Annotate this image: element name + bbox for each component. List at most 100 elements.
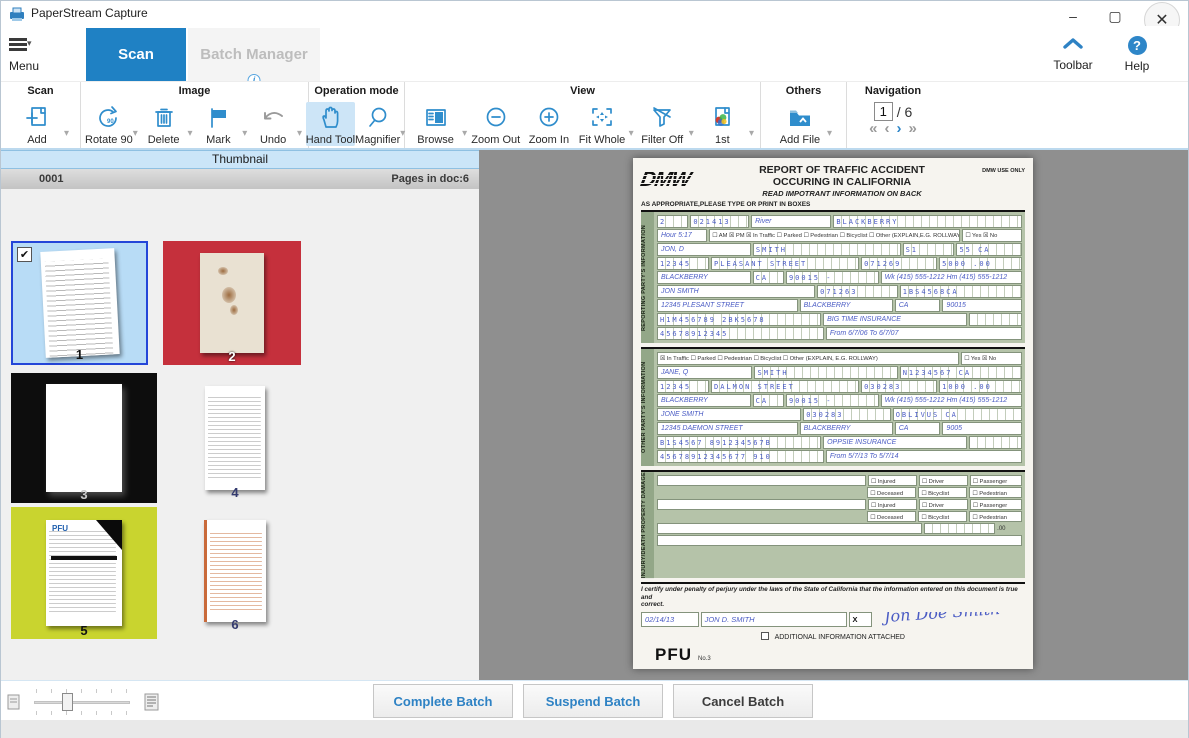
form-cell: Wk (415) 555-1212 Hm (415) 555-1212 [880, 271, 1022, 284]
form-cell: ☐ Driver [918, 475, 968, 486]
tab-batch-manager[interactable]: Batch Manager i [188, 28, 320, 87]
ribbon-group-image: Image 90 Rotate 90 ▾ Delete ▾ [81, 82, 309, 148]
group-label: View [570, 85, 595, 97]
page-number: 1 [75, 347, 84, 362]
form-cell [657, 487, 865, 498]
thumbnail-page-3[interactable]: 3 [11, 373, 157, 503]
small-thumbnail-icon[interactable] [7, 694, 20, 710]
section-side-label: REPORTING PARTY'S INFORMATION [641, 212, 654, 343]
ribbon-group-view: View Browse ▾ Zoom Out [405, 82, 761, 148]
form-cell: ☐ Yes ☒ No [962, 229, 1022, 242]
suspend-batch-button[interactable]: Suspend Batch [523, 684, 663, 718]
form-cell: SMITH [752, 243, 901, 256]
zoom-in-icon [522, 104, 575, 132]
tab-batch-manager-label: Batch Manager [200, 46, 308, 63]
form-cell: ☐ Deceased [867, 511, 917, 522]
next-page-arrow[interactable]: › [896, 120, 902, 137]
filter-off-button[interactable]: Filter Off [636, 102, 689, 146]
fit-whole-dropdown-caret[interactable]: ▾ [628, 127, 634, 139]
document-preview-area[interactable]: DMW REPORT OF TRAFFIC ACCIDENT OCCURING … [479, 150, 1188, 680]
fit-whole-button[interactable]: Fit Whole [575, 102, 628, 146]
zoom-in-button[interactable]: Zoom In [522, 102, 575, 146]
first-page-arrow[interactable]: « [869, 120, 878, 137]
undo-button[interactable]: Undo [249, 102, 297, 146]
form-cell: 12345 [657, 380, 710, 393]
section-side-label: INJURY/DEATH PROPERTY DAMAGE [641, 472, 654, 579]
first-page-button[interactable]: 1st [696, 102, 749, 146]
thumbnail-page-4[interactable]: 4 [187, 375, 283, 501]
zoom-in-label: Zoom In [528, 134, 570, 146]
cancel-batch-button[interactable]: Cancel Batch [673, 684, 813, 718]
magnifier-button[interactable]: Magnifier [355, 102, 400, 146]
form-cell: 12345 PLESANT STREET [657, 299, 798, 312]
zoom-out-label: Zoom Out [471, 134, 521, 146]
form-cell: BLACKBERRY [799, 299, 893, 312]
page-number-input[interactable]: 1 [873, 102, 893, 121]
delete-button[interactable]: Delete [140, 102, 188, 146]
hand-tool-button[interactable]: Hand Tool [305, 102, 356, 146]
form-cell: River [751, 215, 832, 228]
menu-caret-icon: ▾ [27, 38, 32, 48]
slider-thumb[interactable] [62, 693, 73, 711]
scanned-document[interactable]: DMW REPORT OF TRAFFIC ACCIDENT OCCURING … [633, 158, 1033, 669]
first-page-dropdown-caret[interactable]: ▾ [748, 127, 754, 139]
folded-corner [96, 520, 122, 550]
large-thumbnail-icon[interactable] [144, 693, 159, 711]
page-image [200, 253, 264, 353]
tab-scan[interactable]: Scan [86, 28, 186, 81]
menu-button[interactable]: ▾ Menu [9, 38, 59, 73]
checkbox-checked-icon[interactable]: ✔ [17, 247, 32, 262]
browse-button[interactable]: Browse [409, 102, 462, 146]
mark-button[interactable]: Mark [195, 102, 243, 146]
form-cell: ☒ In Traffic ☐ Parked ☐ Pedestrian ☐ Bic… [657, 352, 960, 365]
undo-icon [249, 104, 297, 132]
add-file-button[interactable]: Add File [773, 102, 827, 146]
rotate-dropdown-caret[interactable]: ▾ [132, 127, 138, 139]
add-button[interactable]: Add [10, 102, 64, 146]
thumbnail-page-5[interactable]: PFU 5 [11, 507, 157, 639]
thumbnail-page-2[interactable]: 2 [163, 241, 301, 365]
help-button[interactable]: ? Help [1114, 36, 1160, 73]
page-number: 4 [231, 485, 239, 500]
thumbnail-size-slider[interactable] [34, 689, 130, 715]
form-cell: 1000 .00 [939, 380, 1022, 393]
form-cell: Hour 5:17 [657, 229, 708, 242]
browse-dropdown-caret[interactable]: ▾ [462, 127, 468, 139]
cert-signature-x: X [848, 611, 872, 627]
zoom-out-button[interactable]: Zoom Out [469, 102, 522, 146]
form-section: OTHER PARTY'S INFORMATION ☒ In Traffic ☐ … [641, 347, 1025, 466]
dmw-logo: DMW [639, 164, 732, 192]
form-cell: 071263 [817, 285, 898, 298]
form-cell: BLACKBERRY [799, 422, 893, 435]
help-label: Help [1124, 59, 1150, 73]
complete-batch-button[interactable]: Complete Batch [373, 684, 513, 718]
form-cell: 2 [657, 215, 689, 228]
filter-off-dropdown-caret[interactable]: ▾ [688, 127, 694, 139]
form-cell: CA [894, 299, 941, 312]
minimize-button[interactable]: – [1069, 8, 1077, 24]
hamburger-icon [9, 38, 27, 51]
page-image [204, 520, 266, 622]
mark-dropdown-caret[interactable]: ▾ [242, 127, 248, 139]
toolbar-toggle[interactable]: Toolbar [1050, 36, 1096, 72]
last-page-arrow[interactable]: » [908, 120, 917, 137]
thumbnail-page-1[interactable]: ✔ 1 [11, 241, 148, 365]
form-section: REPORTING PARTY'S INFORMATION 2 021413 Rive… [641, 210, 1025, 343]
form-cell: 12345 [657, 257, 710, 270]
form-cell: OBLIVUS CA [892, 408, 1022, 421]
add-file-dropdown-caret[interactable]: ▾ [826, 127, 833, 139]
previous-page-arrow[interactable]: ‹ [884, 120, 890, 137]
maximize-button[interactable]: ▢ [1108, 7, 1122, 24]
undo-dropdown-caret[interactable]: ▾ [296, 127, 302, 139]
form-cell: .00 [997, 526, 1006, 532]
form-cell: Wk (415) 555-1212 Hm (415) 555-1212 [880, 394, 1022, 407]
thumbnail-page-6[interactable]: 6 [187, 509, 283, 633]
hand-tool-icon [306, 104, 355, 132]
section-side-label: OTHER PARTY'S INFORMATION [641, 349, 654, 466]
rotate-90-button[interactable]: 90 Rotate 90 [85, 102, 133, 146]
add-dropdown-caret[interactable]: ▾ [63, 127, 70, 139]
delete-dropdown-caret[interactable]: ▾ [187, 127, 193, 139]
form-cell: JONE SMITH [657, 408, 802, 421]
magnifier-dropdown-caret[interactable]: ▾ [400, 127, 406, 139]
pfu-logo-mini: PFU [52, 524, 68, 533]
